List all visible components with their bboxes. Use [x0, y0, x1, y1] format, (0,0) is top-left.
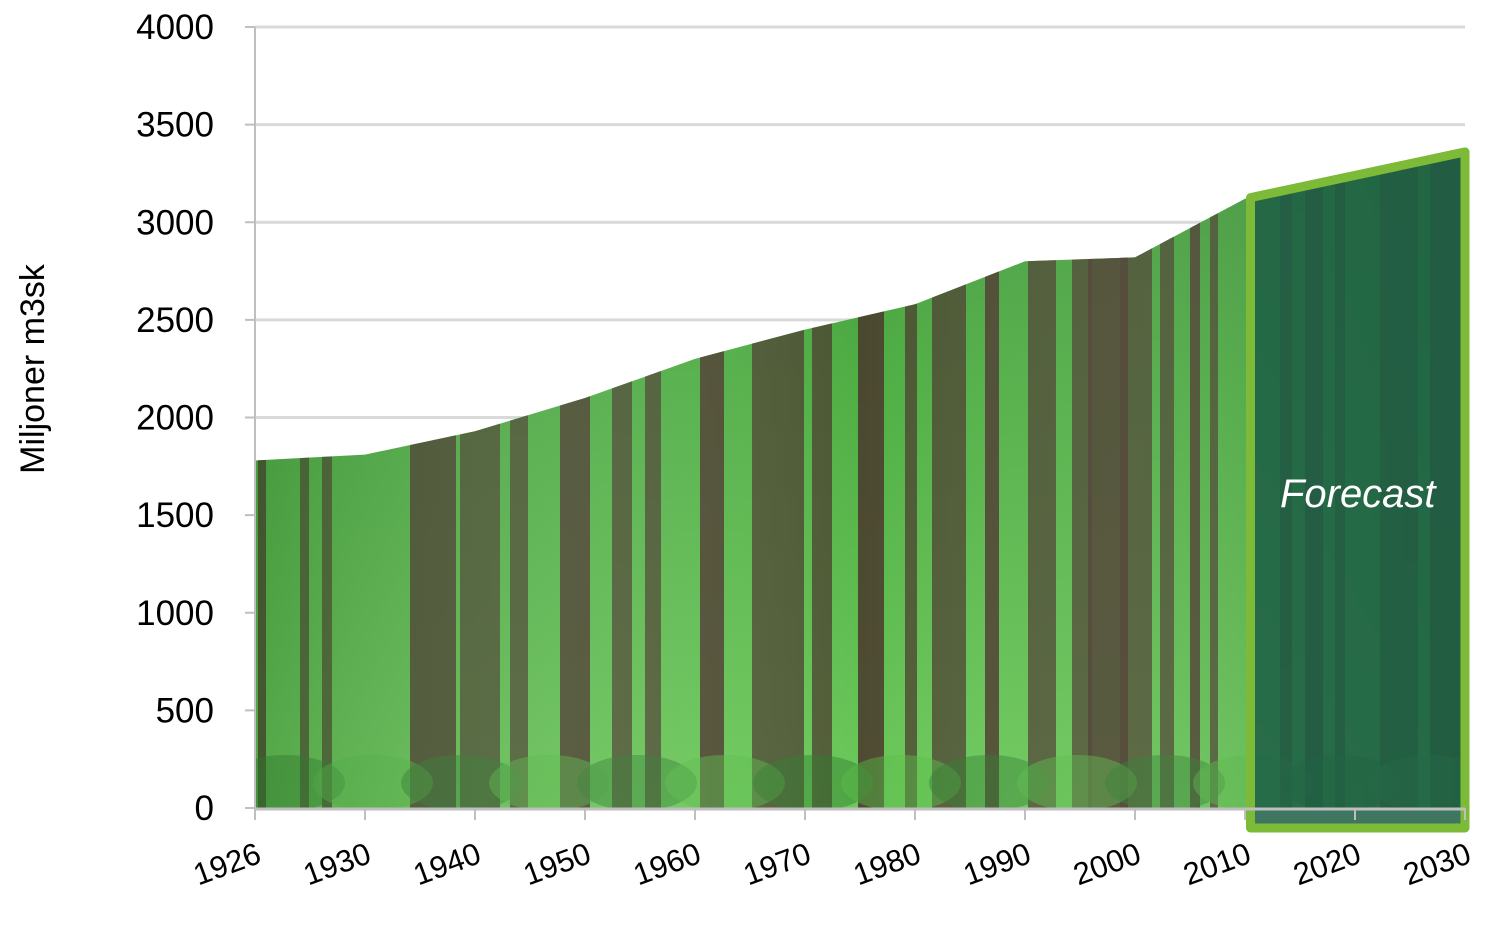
y-tick-label-500: 500 [156, 691, 214, 730]
forecast-label: Forecast [1280, 472, 1437, 516]
x-tick-label-1926: 1926 [189, 836, 266, 892]
y-tick-label-3000: 3000 [136, 203, 214, 242]
y-tick-label-1500: 1500 [136, 496, 214, 535]
forecast-region: Forecast [1251, 152, 1466, 828]
y-tick-label-2500: 2500 [136, 301, 214, 340]
y-axis-label: Miljoner m3sk [14, 263, 52, 474]
y-tick-label-2000: 2000 [136, 399, 214, 438]
y-tick-label-3500: 3500 [136, 106, 214, 145]
x-tick-label-2000: 2000 [1069, 836, 1146, 892]
x-tick-label-2020: 2020 [1289, 836, 1366, 892]
x-tick-label-1980: 1980 [849, 836, 926, 892]
x-tick-label-2010: 2010 [1179, 836, 1256, 892]
y-tick-label-1000: 1000 [136, 594, 214, 633]
y-tick-label-0: 0 [195, 789, 214, 828]
x-tick-label-1990: 1990 [959, 836, 1036, 892]
x-tick-label-1950: 1950 [519, 836, 596, 892]
x-tick-label-1930: 1930 [299, 836, 376, 892]
x-tick-label-2030: 2030 [1399, 836, 1476, 892]
x-tick-label-1970: 1970 [739, 836, 816, 892]
x-tick-label-1940: 1940 [409, 836, 486, 892]
y-tick-label-4000: 4000 [136, 8, 214, 47]
y-axis-ticks: 0 500 1000 1500 2000 2500 3000 3500 4000 [136, 8, 255, 828]
x-tick-label-1960: 1960 [629, 836, 706, 892]
